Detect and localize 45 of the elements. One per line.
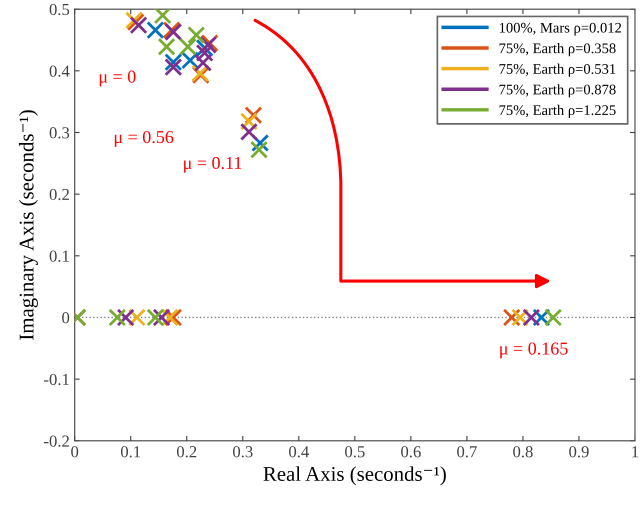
- y-tick-label: -0.2: [44, 435, 69, 447]
- point: [146, 308, 164, 326]
- point: [544, 308, 562, 326]
- x-tick-label: 0.7: [457, 446, 477, 458]
- y-tick-label: 0.1: [50, 250, 69, 262]
- point: [108, 308, 126, 326]
- y-tick-label: 0: [62, 312, 70, 324]
- y-tick-label: 0.4: [50, 66, 70, 77]
- x-tick-label: 0.3: [233, 446, 253, 458]
- y-tick-label: 0.5: [50, 4, 70, 16]
- annotation: μ = 0.56: [114, 130, 174, 147]
- annotation: μ = 0.11: [184, 156, 242, 173]
- point: [194, 54, 212, 72]
- point: [158, 38, 176, 56]
- y-axis-title: Imaginary Axis (seconds⁻¹): [18, 110, 38, 340]
- legend-label: 100%, Mars ρ=0.012: [500, 22, 622, 36]
- point: [522, 308, 540, 326]
- point: [178, 38, 197, 56]
- x-axis-title: Real Axis (seconds⁻¹): [264, 466, 446, 486]
- legend-label: 75%, Earth ρ=0.531: [500, 64, 616, 77]
- x-tick-label: 0.9: [569, 446, 589, 458]
- point: [196, 44, 214, 62]
- x-tick-label: 1: [632, 446, 638, 458]
- x-tick-label: 0.4: [289, 446, 309, 458]
- point: [130, 16, 148, 34]
- x-tick-label: 0.2: [176, 446, 196, 458]
- legend-label: 75%, Earth ρ=0.878: [500, 84, 616, 98]
- legend-label: 75%, Earth ρ=1.225: [500, 104, 616, 118]
- point: [146, 21, 164, 40]
- legend-label: 75%, Earth ρ=0.358: [500, 42, 616, 56]
- x-tick-label: 0: [71, 446, 78, 458]
- x-tick-label: 0.5: [345, 446, 365, 458]
- point: [164, 58, 182, 76]
- x-tick-label: 0.8: [513, 446, 533, 458]
- point: [250, 140, 268, 159]
- x-tick-label: 0.1: [120, 446, 140, 458]
- x-tick-label: 0.6: [401, 446, 421, 458]
- point: [240, 122, 258, 141]
- y-tick-label: 0.3: [50, 127, 70, 139]
- point: [154, 9, 172, 24]
- annotation: μ = 0: [100, 70, 136, 86]
- y-tick-label: -0.1: [44, 374, 69, 386]
- y-tick-label: 0.2: [50, 188, 69, 200]
- point: [187, 26, 206, 44]
- annotation: μ = 0.165: [500, 342, 568, 358]
